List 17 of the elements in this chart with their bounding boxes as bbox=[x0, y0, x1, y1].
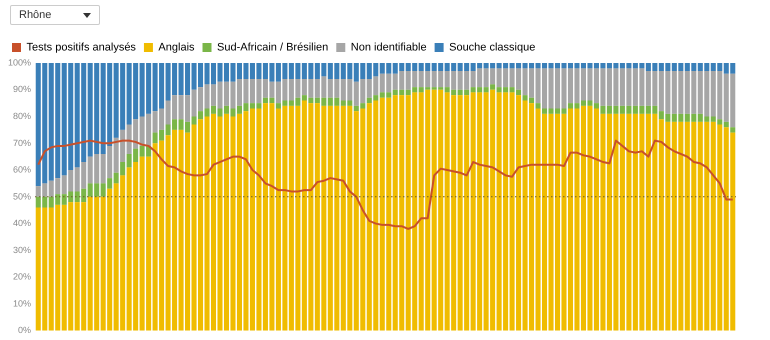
legend-label: Souche classique bbox=[449, 42, 536, 54]
y-tick-label: 40% bbox=[13, 218, 32, 228]
y-tick-label: 90% bbox=[13, 84, 32, 94]
legend-label: Tests positifs analysés bbox=[26, 42, 136, 54]
y-tick-label: 70% bbox=[13, 138, 32, 148]
y-tick-label: 100% bbox=[8, 57, 32, 68]
text: Rhône bbox=[19, 9, 52, 21]
y-tick-label: 10% bbox=[13, 298, 32, 308]
y-tick-label: 50% bbox=[13, 191, 32, 202]
y-tick-label: 80% bbox=[13, 111, 32, 122]
y-tick-label: 0% bbox=[18, 325, 32, 336]
legend-label: Anglais bbox=[158, 42, 196, 54]
y-tick-label: 30% bbox=[13, 244, 32, 255]
legend-label: Non identifiable bbox=[350, 42, 427, 54]
legend-label: Sud-Africain / Brésilien bbox=[217, 42, 328, 54]
y-tick-label: 60% bbox=[13, 164, 32, 175]
y-tick-label: 20% bbox=[13, 272, 32, 282]
